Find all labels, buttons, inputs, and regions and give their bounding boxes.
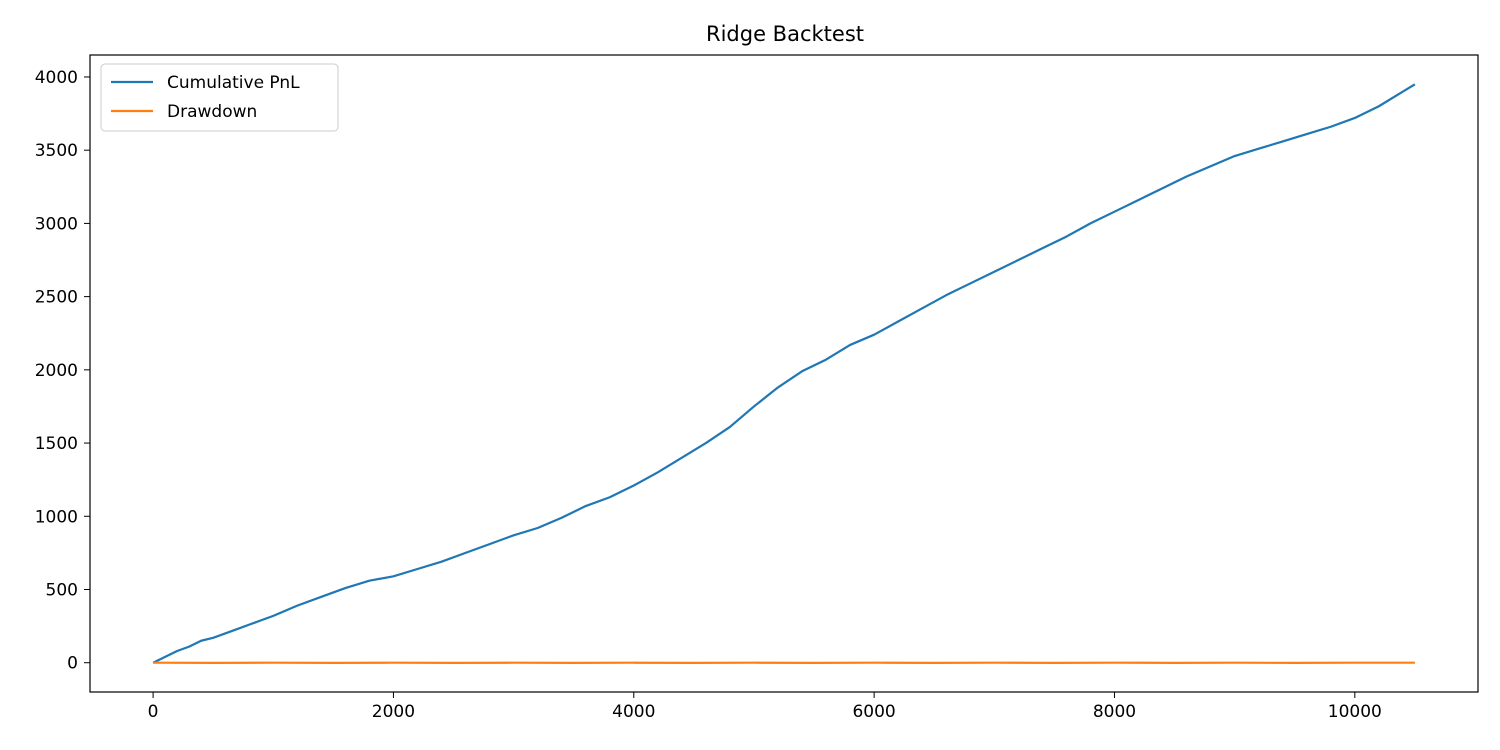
y-tick-label-8: 4000: [35, 68, 78, 88]
legend-label-1: Drawdown: [167, 102, 257, 122]
series-line-0: [152, 83, 1416, 664]
x-tick-label-2: 4000: [612, 702, 655, 722]
y-tick-label-3: 1500: [35, 434, 78, 454]
x-tick-label-1: 2000: [372, 702, 415, 722]
x-tick-label-4: 8000: [1093, 702, 1136, 722]
axes-frame: [89, 54, 1479, 693]
x-tick-label-5: 10000: [1328, 702, 1382, 722]
y-tick-label-4: 2000: [35, 361, 78, 381]
y-tick-label-7: 3500: [35, 141, 78, 161]
axes: 0 2000 4000 6000 8000 10000 0 500 1000 1500 2000 25…: [35, 54, 1479, 722]
legend-label-0: Cumulative PnL: [167, 73, 300, 93]
y-tick-label-0: 0: [67, 654, 78, 674]
chart-title: Ridge Backtest: [706, 22, 864, 46]
plot-area: [152, 83, 1416, 664]
y-tick-label-1: 500: [46, 580, 78, 600]
x-tick-label-0: 0: [148, 702, 159, 722]
y-tick-label-5: 2500: [35, 288, 78, 308]
x-tick-label-3: 6000: [852, 702, 895, 722]
y-tick-label-2: 1000: [35, 507, 78, 527]
y-tick-label-6: 3000: [35, 214, 78, 234]
legend-box: [100, 63, 339, 132]
legend: Cumulative PnL Drawdown: [100, 63, 339, 132]
